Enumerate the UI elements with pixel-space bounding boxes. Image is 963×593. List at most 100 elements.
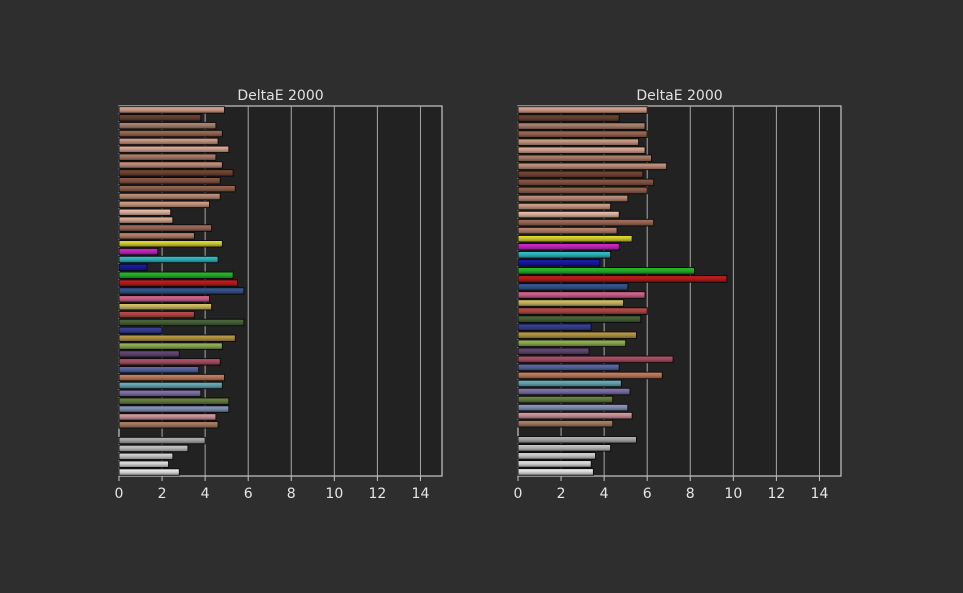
bar: [118, 389, 202, 398]
bar: [118, 326, 163, 335]
bar: [118, 421, 219, 429]
bar: [517, 234, 633, 243]
bar: [517, 339, 627, 348]
bar: [517, 468, 594, 476]
bar: [517, 114, 620, 122]
bar: [118, 342, 223, 350]
bar: [118, 295, 210, 303]
bar: [118, 366, 200, 374]
x-tick-label: 2: [158, 486, 167, 502]
bar: [118, 232, 195, 240]
bar: [118, 200, 210, 209]
bar: [118, 177, 221, 185]
bar: [517, 267, 696, 275]
bar: [517, 210, 620, 219]
x-tick-label: 12: [368, 486, 386, 502]
x-tick-label: 8: [287, 486, 296, 502]
bar: [517, 307, 648, 315]
bar: [517, 355, 674, 364]
bar: [517, 444, 612, 452]
bar: [118, 271, 234, 279]
bar: [118, 106, 225, 114]
bar: [517, 395, 614, 404]
bar: [517, 138, 640, 146]
bar: [517, 106, 648, 114]
bar: [517, 186, 648, 195]
bar: [517, 347, 590, 356]
bar: [118, 310, 195, 319]
bar: [118, 381, 223, 390]
bar: [118, 405, 230, 413]
bar: [517, 315, 642, 323]
bar: [118, 216, 174, 224]
bar: [118, 137, 219, 146]
x-tick-label: 4: [600, 486, 609, 502]
bar: [517, 331, 637, 339]
bar: [118, 468, 180, 476]
bar: [517, 202, 612, 211]
x-tick-label: 0: [514, 486, 523, 502]
bar: [517, 130, 648, 138]
bar: [517, 275, 728, 283]
bar: [517, 436, 637, 444]
bar: [517, 419, 614, 428]
x-tick-label: 14: [811, 486, 829, 502]
bar: [118, 287, 245, 295]
bar: [118, 436, 206, 445]
bar: [118, 255, 219, 264]
bar: [517, 162, 668, 171]
bar: [517, 178, 655, 187]
bar: [517, 226, 618, 235]
bar: [517, 243, 620, 251]
bar: [118, 114, 202, 122]
bar: [517, 154, 652, 163]
bar: [118, 358, 221, 366]
x-tick-label: 10: [325, 486, 343, 502]
x-tick-label: 6: [244, 486, 253, 502]
bar: [118, 153, 217, 161]
bar: [118, 279, 238, 287]
x-tick-label: 6: [643, 486, 652, 502]
bar: [118, 318, 245, 327]
bar: [118, 334, 236, 342]
bar: [118, 169, 234, 177]
x-tick-label: 8: [686, 486, 695, 502]
bar: [118, 263, 148, 272]
bar: [517, 371, 663, 380]
bar: [118, 161, 223, 169]
bar: [118, 460, 169, 468]
bar: [118, 444, 189, 453]
bar: [118, 184, 236, 193]
bar: [118, 224, 213, 232]
bar: [118, 413, 217, 421]
bar: [517, 387, 631, 396]
bar: [118, 303, 213, 311]
bar: [118, 145, 230, 153]
bar: [517, 379, 622, 388]
x-tick-label: 10: [724, 486, 742, 502]
x-tick-label: 2: [557, 486, 566, 502]
bar: [118, 397, 230, 405]
bar: [517, 299, 624, 307]
bar: [517, 122, 646, 130]
bar: [517, 194, 629, 203]
bar: [517, 283, 629, 291]
bar: [118, 208, 172, 216]
bar: [517, 218, 655, 227]
x-tick-label: 0: [115, 486, 124, 502]
bar: [517, 146, 646, 154]
bar: [118, 192, 221, 201]
bar: [517, 170, 644, 179]
bar: [517, 363, 620, 372]
x-tick-label: 12: [767, 486, 785, 502]
chart-left-title: DeltaE 2000: [237, 88, 324, 104]
bar: [118, 240, 223, 248]
bar: [118, 350, 180, 358]
bar: [118, 247, 159, 256]
bar: [517, 259, 601, 267]
bar: [517, 460, 592, 468]
bar: [118, 452, 174, 460]
bar: [517, 251, 612, 259]
